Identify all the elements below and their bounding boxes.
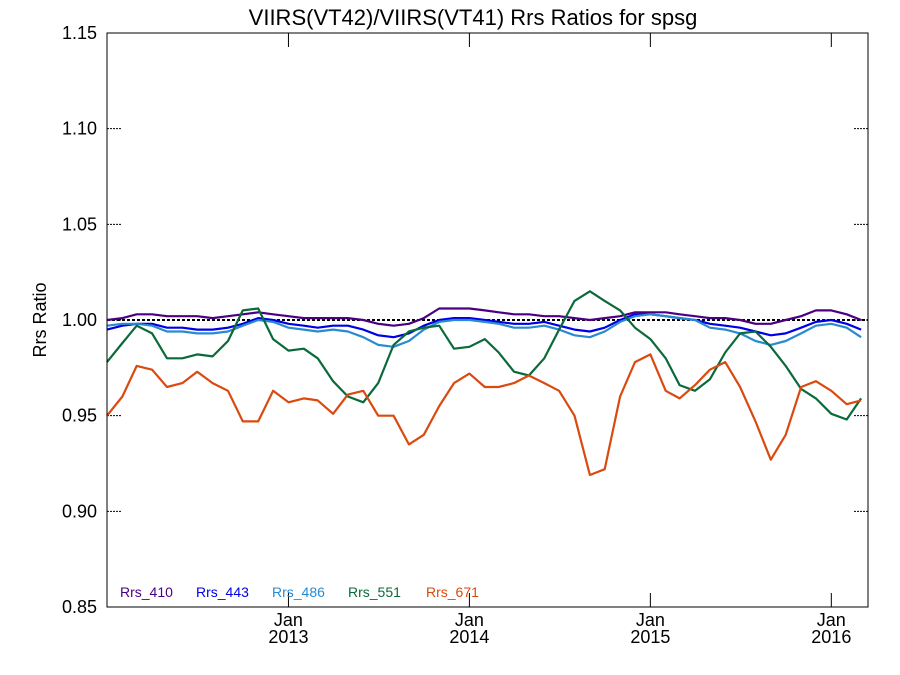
legend-entry: Rrs_551 (348, 584, 401, 600)
series-line-rrs-551 (106, 290, 863, 421)
y-tick-label: 1.00 (62, 310, 97, 330)
y-tick-label: 1.10 (62, 119, 97, 139)
series-line-rrs-443 (106, 313, 862, 339)
chart-title: VIIRS(VT42)/VIIRS(VT41) Rrs Ratios for s… (249, 5, 698, 30)
legend-entry: Rrs_443 (196, 584, 249, 600)
y-axis-label: Rrs Ratio (30, 282, 50, 357)
x-tick-label-month: Jan (817, 610, 846, 630)
y-tick-labels: 0.85 0.90 0.95 1.00 1.05 1.10 1.15 (62, 23, 97, 617)
legend-entry: Rrs_410 (120, 584, 173, 600)
x-tick-label-month: Jan (274, 610, 303, 630)
x-tick-label-year: 2016 (811, 627, 851, 647)
y-tick-label: 1.15 (62, 23, 97, 43)
series-line-rrs-410 (106, 307, 862, 327)
y-tick-label: 0.90 (62, 501, 97, 521)
series-line-rrs-671 (106, 353, 862, 477)
legend-entry: Rrs_671 (426, 584, 479, 600)
legend-entry: Rrs_486 (272, 584, 325, 600)
y-tick-label: 0.95 (62, 406, 97, 426)
x-tick-label-year: 2014 (449, 627, 489, 647)
x-tick-label-year: 2013 (268, 627, 308, 647)
legend: Rrs_410 Rrs_443 Rrs_486 Rrs_551 Rrs_671 (120, 584, 479, 600)
y-tick-label: 1.05 (62, 214, 97, 234)
plot-frame (106, 32, 869, 608)
x-tick-label-month: Jan (455, 610, 484, 630)
x-tick-label-month: Jan (636, 610, 665, 630)
series-group (106, 290, 863, 477)
y-tick-label: 0.85 (62, 597, 97, 617)
x-tick-label-year: 2015 (630, 627, 670, 647)
